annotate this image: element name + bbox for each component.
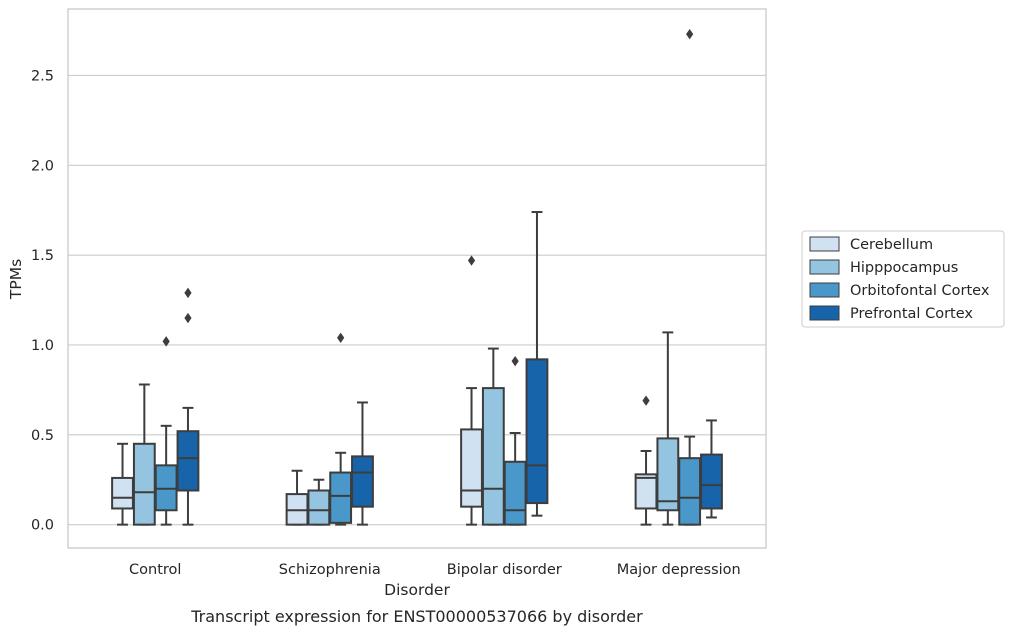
y-tick-label: 0.0 — [31, 518, 54, 534]
legend-swatch — [809, 282, 840, 298]
box-body — [351, 455, 374, 508]
legend-swatch — [809, 236, 840, 252]
x-tick-label: Schizophrenia — [279, 562, 381, 578]
box-body — [656, 437, 680, 512]
y-tick-label: 2.5 — [31, 68, 54, 84]
x-tick-label: Bipolar disorder — [447, 562, 562, 578]
box-prefrontal-cortex — [176, 287, 200, 526]
x-tick-label: Major depression — [617, 562, 741, 578]
box-body — [678, 457, 702, 526]
box-body — [481, 387, 505, 526]
y-tick-label: 0.5 — [31, 428, 54, 444]
box-body — [525, 358, 549, 505]
outlier-point — [184, 312, 192, 324]
outlier-point — [162, 336, 170, 347]
box-cerebellum — [111, 442, 134, 526]
box-body — [307, 489, 331, 526]
box-orbitofontal-cortex — [154, 336, 178, 526]
box-prefrontal-cortex — [700, 419, 723, 519]
x-tick-label: Control — [129, 562, 181, 578]
boxes — [111, 28, 723, 526]
outlier-point — [511, 355, 519, 367]
legend-label: Orbitofontal Cortex — [850, 283, 990, 299]
box-cerebellum — [460, 255, 483, 526]
box-hipppocampus — [481, 347, 505, 526]
legend-label: Prefrontal Cortex — [850, 306, 973, 322]
legend-label: Hipppocampus — [850, 260, 958, 276]
box-orbitofontal-cortex — [503, 355, 527, 526]
y-axis-label: TPMs — [7, 259, 25, 300]
outlier-point — [642, 395, 650, 406]
y-tick-label: 2.0 — [31, 158, 54, 174]
box-orbitofontal-cortex — [678, 28, 702, 526]
legend: Cerebellum Hipppocampus Orbitofontal Corte… — [801, 230, 1005, 328]
box-cerebellum — [285, 469, 309, 526]
box-body — [700, 453, 723, 510]
box-body — [460, 428, 483, 508]
box-body — [329, 471, 353, 524]
y-tick-label: 1.5 — [31, 248, 54, 264]
legend-swatch — [809, 259, 840, 275]
y-tick-label: 1.0 — [31, 338, 54, 354]
box-body — [176, 430, 200, 492]
box-body — [503, 460, 527, 526]
legend-swatch — [809, 305, 840, 321]
box-cerebellum — [634, 395, 658, 526]
y-axis-ticks: 0.0 0.5 1.0 1.5 2.0 2.5 — [31, 68, 54, 533]
outlier-point — [686, 28, 694, 40]
box-hipppocampus — [132, 383, 156, 526]
x-axis-ticks: Control Schizophrenia Bipolar disorder Majo… — [129, 562, 741, 578]
box-prefrontal-cortex — [525, 211, 549, 517]
box-hipppocampus — [656, 331, 680, 526]
box-orbitofontal-cortex — [329, 332, 353, 526]
legend-frame — [801, 230, 1005, 328]
outlier-point — [337, 332, 345, 343]
box-prefrontal-cortex — [351, 401, 374, 526]
x-axis-label: Disorder — [384, 581, 450, 599]
box-body — [111, 476, 134, 510]
box-body — [132, 442, 156, 526]
box-hipppocampus — [307, 478, 331, 526]
outlier-point — [467, 255, 476, 266]
figure-caption: Transcript expression for ENST0000053706… — [190, 607, 643, 626]
outlier-point — [184, 287, 192, 299]
plot-frame — [67, 8, 767, 549]
box-body — [634, 473, 658, 510]
legend-label: Cerebellum — [850, 237, 933, 253]
